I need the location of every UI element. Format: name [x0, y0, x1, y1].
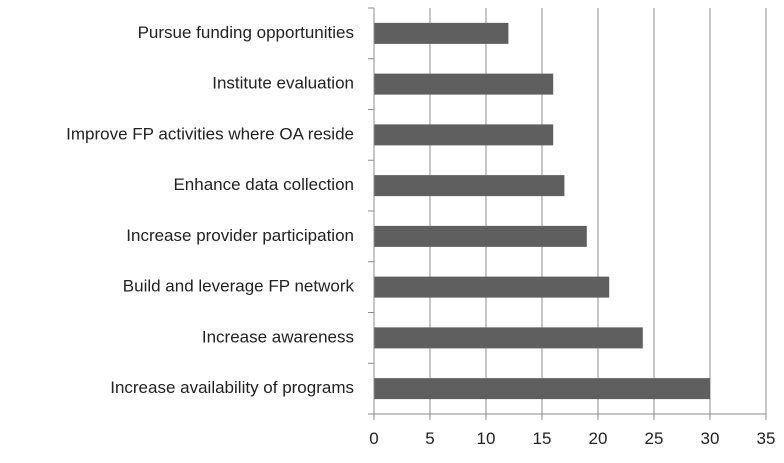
bars — [374, 22, 710, 400]
x-tick-label-0: 0 — [369, 429, 378, 448]
bar-6 — [374, 327, 643, 349]
grid-lines — [429, 8, 767, 414]
bar-1 — [374, 73, 554, 95]
x-tick-label-30: 30 — [701, 429, 720, 448]
category-label-3: Enhance data collection — [173, 175, 354, 194]
x-tick-label-5: 5 — [425, 429, 434, 448]
x-tick-label-25: 25 — [645, 429, 664, 448]
x-tick-label-20: 20 — [589, 429, 608, 448]
category-label-7: Increase availability of programs — [110, 378, 354, 397]
bar-2 — [374, 124, 554, 146]
bar-3 — [374, 175, 565, 197]
bar-7 — [374, 378, 710, 400]
x-tick-label-15: 15 — [533, 429, 552, 448]
x-tick-label-10: 10 — [477, 429, 496, 448]
category-labels: Pursue funding opportunities Institute ev… — [66, 23, 354, 397]
category-label-2: Improve FP activities where OA reside — [66, 124, 354, 143]
category-label-6: Increase awareness — [202, 327, 354, 346]
bar-4 — [374, 225, 587, 247]
bar-5 — [374, 276, 610, 298]
category-label-0: Pursue funding opportunities — [138, 23, 354, 42]
category-label-4: Increase provider participation — [126, 226, 354, 245]
bar-0 — [374, 22, 509, 44]
x-tick-labels: 0 5 10 15 20 25 30 35 — [369, 429, 775, 448]
category-label-1: Institute evaluation — [212, 74, 354, 93]
category-label-5: Build and leverage FP network — [123, 277, 355, 296]
x-tick-label-35: 35 — [757, 429, 776, 448]
axes — [368, 7, 767, 420]
